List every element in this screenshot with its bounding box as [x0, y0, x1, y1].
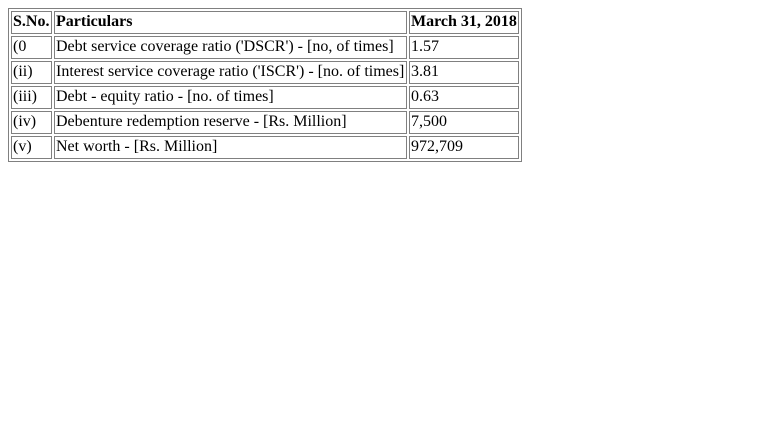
table-row: (iii) Debt - equity ratio - [no. of time… — [11, 86, 519, 109]
row-value: 972,709 — [409, 136, 519, 159]
table-row: (0 Debt service coverage ratio ('DSCR') … — [11, 36, 519, 59]
row-value: 7,500 — [409, 111, 519, 134]
row-sno: (v) — [11, 136, 52, 159]
row-sno: (iii) — [11, 86, 52, 109]
table-row: (v) Net worth - [Rs. Million] 972,709 — [11, 136, 519, 159]
table-row: (iv) Debenture redemption reserve - [Rs.… — [11, 111, 519, 134]
row-sno: (ii) — [11, 61, 52, 84]
row-particulars: Debt service coverage ratio ('DSCR') - [… — [54, 36, 407, 59]
row-particulars: Interest service coverage ratio ('ISCR')… — [54, 61, 407, 84]
row-particulars: Debt - equity ratio - [no. of times] — [54, 86, 407, 109]
row-value: 1.57 — [409, 36, 519, 59]
row-sno: (0 — [11, 36, 52, 59]
table-row: (ii) Interest service coverage ratio ('I… — [11, 61, 519, 84]
document-body: S.No. Particulars March 31, 2018 (0 Debt… — [8, 8, 522, 162]
row-value: 3.81 — [409, 61, 519, 84]
header-particulars: Particulars — [54, 11, 407, 34]
row-sno: (iv) — [11, 111, 52, 134]
financial-ratios-table: S.No. Particulars March 31, 2018 (0 Debt… — [8, 8, 522, 162]
row-particulars: Net worth - [Rs. Million] — [54, 136, 407, 159]
row-value: 0.63 — [409, 86, 519, 109]
row-particulars: Debenture redemption reserve - [Rs. Mill… — [54, 111, 407, 134]
header-date: March 31, 2018 — [409, 11, 519, 34]
header-sno: S.No. — [11, 11, 52, 34]
table-header-row: S.No. Particulars March 31, 2018 — [11, 11, 519, 34]
